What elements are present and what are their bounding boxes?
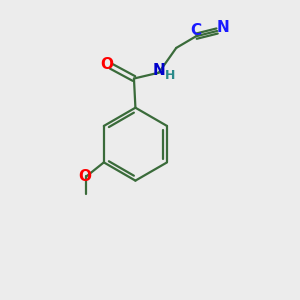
Text: H: H xyxy=(165,69,176,82)
Text: O: O xyxy=(100,57,113,72)
Text: N: N xyxy=(217,20,229,35)
Text: N: N xyxy=(153,64,166,79)
Text: C: C xyxy=(190,23,201,38)
Text: O: O xyxy=(78,169,92,184)
